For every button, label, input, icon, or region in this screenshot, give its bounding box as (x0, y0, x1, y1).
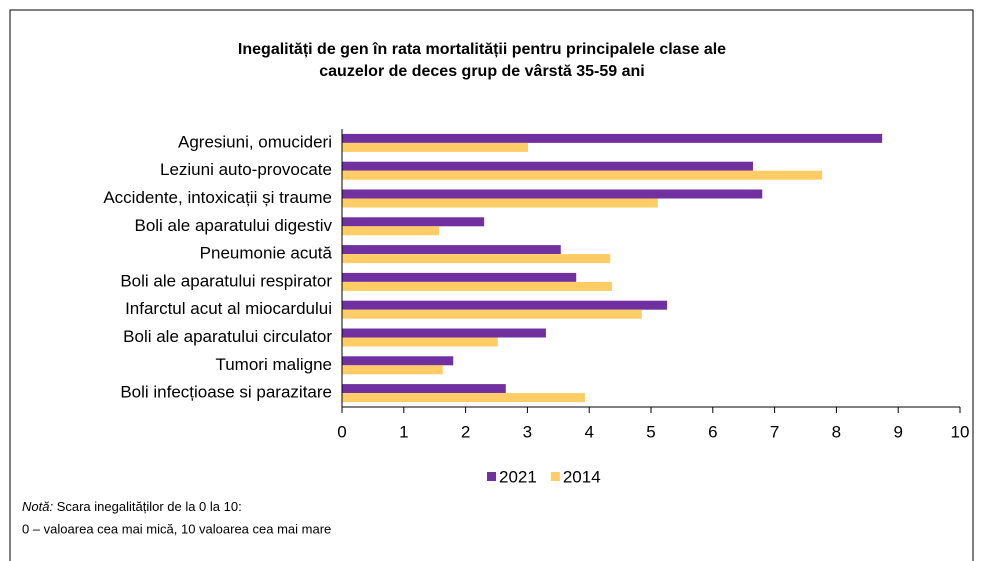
legend-swatch (550, 472, 560, 481)
bar (342, 226, 440, 236)
y-tick-label: Pneumonie acută (200, 244, 333, 263)
x-tick-label: 0 (337, 422, 346, 441)
y-tick-label: Accidente, intoxicații și traume (103, 188, 332, 207)
bar (342, 365, 443, 375)
bar (342, 337, 498, 347)
note: Notă: Scara inegalităților de la 0 la 10… (22, 499, 242, 514)
bar (342, 142, 529, 152)
bar (342, 254, 611, 264)
chart-title: cauzelor de deces grup de vârstă 35-59 a… (319, 63, 644, 80)
x-tick-label: 7 (770, 422, 779, 441)
bar (342, 198, 658, 208)
bar (342, 281, 613, 291)
frame (9, 9, 974, 561)
note-text: Scara inegalităților de la 0 la 10: (57, 499, 242, 514)
x-tick-label: 6 (708, 422, 717, 441)
y-tick-label: Boli ale aparatului circulator (123, 327, 332, 346)
y-tick-label: Tumori maligne (215, 355, 332, 374)
y-tick-label: Leziuni auto-provocate (160, 160, 332, 179)
bar (342, 217, 485, 227)
legend-label: 2021 (499, 467, 537, 486)
bar (342, 272, 577, 282)
x-tick-label: 5 (646, 422, 655, 441)
bar (342, 384, 506, 394)
bar (342, 328, 546, 338)
y-tick-label: Boli ale aparatului respirator (120, 271, 332, 290)
note-label: Notă: (22, 499, 53, 514)
bar (342, 161, 753, 171)
x-tick-label: 8 (832, 422, 841, 441)
bar (342, 300, 668, 310)
y-tick-label: Agresiuni, omucideri (178, 132, 332, 151)
bar (342, 356, 454, 366)
bar (342, 189, 763, 199)
bar (342, 309, 642, 319)
bar (342, 245, 561, 255)
y-tick-label: Boli infecțioase si parazitare (120, 383, 332, 402)
bar (342, 170, 823, 180)
x-tick-label: 4 (584, 422, 593, 441)
x-tick-label: 2 (461, 422, 470, 441)
y-tick-label: Boli ale aparatului digestiv (134, 216, 332, 235)
y-tick-label: Infarctul acut al miocardului (125, 299, 332, 318)
x-tick-label: 1 (399, 422, 408, 441)
bar (342, 133, 883, 143)
bar (342, 393, 585, 403)
legend-label: 2014 (563, 467, 601, 486)
x-tick-label: 3 (523, 422, 532, 441)
legend-swatch (487, 472, 496, 481)
x-tick-label: 9 (893, 422, 902, 441)
x-tick-label: 10 (951, 422, 970, 441)
chart-title: Inegalități de gen în rata mortalității … (238, 41, 726, 58)
note: 0 – valoarea cea mai mică, 10 valoarea c… (22, 521, 331, 536)
